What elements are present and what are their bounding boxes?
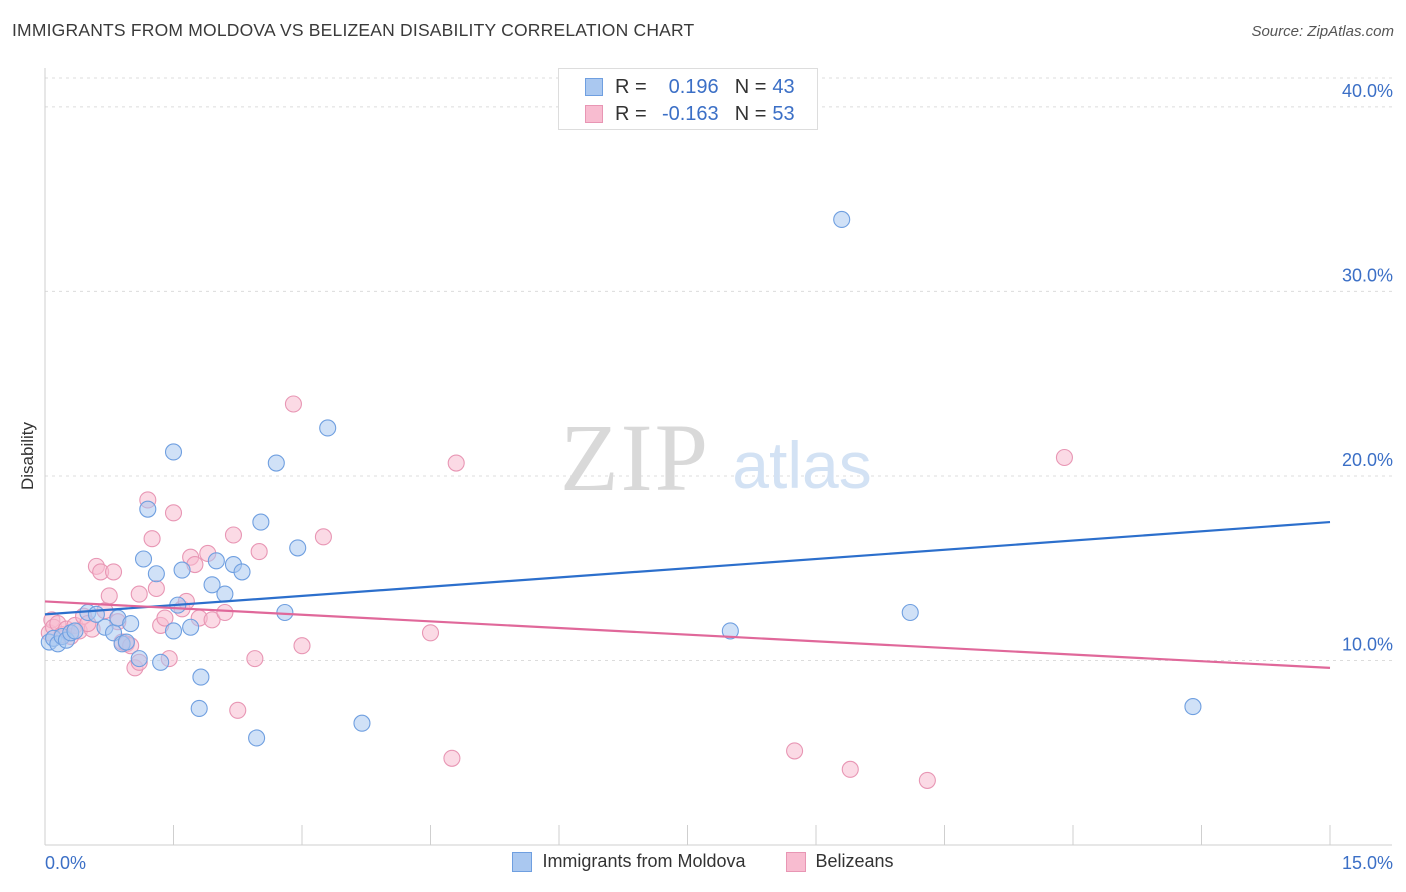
trendline-moldova: [44, 520, 1331, 616]
point-belizeans: [229, 701, 247, 719]
series-legend: Immigrants from Moldova Belizeans: [0, 851, 1406, 872]
point-belizeans: [246, 650, 264, 668]
point-moldova: [289, 539, 307, 557]
point-belizeans: [156, 609, 174, 627]
x-tick-label: 15.0%: [1342, 853, 1393, 873]
point-belizeans: [918, 771, 936, 789]
point-moldova: [1184, 698, 1202, 716]
point-moldova: [164, 622, 183, 640]
point-belizeans: [147, 579, 165, 598]
point-moldova: [147, 565, 165, 583]
point-moldova: [122, 615, 140, 633]
point-moldova: [134, 550, 153, 568]
point-moldova: [833, 210, 851, 229]
y-tick-label: 20.0%: [1342, 450, 1393, 470]
point-moldova: [216, 585, 234, 603]
point-moldova: [164, 443, 183, 461]
legend-r-value-moldova: 0.196: [668, 75, 719, 98]
point-belizeans: [786, 742, 804, 760]
axis-layer: [44, 68, 1392, 846]
point-moldova: [130, 650, 148, 668]
point-moldova: [233, 563, 251, 581]
legend-swatch-belizeans: [785, 851, 806, 872]
trend-layer: [44, 520, 1331, 669]
point-moldova: [66, 622, 84, 640]
point-moldova: [353, 714, 371, 732]
point-belizeans: [143, 530, 161, 548]
point-moldova: [252, 513, 270, 531]
point-belizeans: [224, 526, 243, 544]
point-moldova: [182, 618, 200, 636]
point-belizeans: [443, 749, 461, 767]
point-belizeans: [284, 395, 302, 413]
legend-swatch-moldova: [585, 78, 603, 96]
point-moldova: [192, 668, 210, 686]
point-belizeans: [104, 563, 123, 581]
legend-n-label: N =: [734, 75, 767, 98]
point-moldova: [152, 653, 170, 671]
point-belizeans: [421, 624, 440, 642]
x-tick-label: 0.0%: [45, 853, 86, 873]
legend-item-belizeans[interactable]: Belizeans: [785, 851, 894, 872]
y-tick-label: 30.0%: [1342, 265, 1393, 285]
legend-item-moldova[interactable]: Immigrants from Moldova: [512, 851, 746, 872]
point-moldova: [173, 561, 191, 579]
legend-n-value-belizeans: 53: [772, 102, 795, 125]
correlation-legend: R = 0.196 N = 43 R = -0.163 N = 53: [558, 68, 818, 130]
y-tick-label: 40.0%: [1342, 81, 1393, 101]
point-belizeans: [250, 543, 268, 561]
point-moldova: [319, 419, 337, 437]
point-belizeans: [1055, 448, 1073, 467]
point-moldova: [901, 603, 919, 622]
y-axis-label: Disability: [18, 421, 37, 491]
legend-label-moldova: Immigrants from Moldova: [542, 851, 746, 871]
watermark-zip: ZIP: [560, 404, 710, 511]
point-moldova: [117, 633, 135, 651]
legend-row-belizeans: R = -0.163 N = 53: [585, 102, 795, 126]
legend-swatch-belizeans: [585, 105, 603, 123]
point-moldova: [190, 699, 208, 718]
point-moldova: [267, 454, 285, 472]
point-moldova: [248, 729, 266, 747]
legend-n-value-moldova: 43: [772, 75, 795, 98]
source-label: Source: ZipAtlas.com: [1251, 23, 1394, 40]
legend-swatch-moldova: [512, 851, 533, 872]
point-moldova: [139, 500, 157, 518]
point-belizeans: [100, 587, 118, 605]
point-belizeans: [447, 454, 465, 472]
point-belizeans: [314, 528, 332, 546]
trendline-belizeans: [44, 600, 1331, 669]
legend-row-moldova: R = 0.196 N = 43: [585, 75, 795, 99]
legend-r-label: R =: [615, 75, 647, 98]
watermark-atlas: atlas: [732, 428, 871, 502]
point-moldova: [721, 622, 739, 640]
point-belizeans: [203, 611, 221, 629]
point-moldova: [203, 576, 221, 594]
legend-n-label: N =: [734, 102, 767, 125]
chart-title: IMMIGRANTS FROM MOLDOVA VS BELIZEAN DISA…: [12, 20, 695, 40]
tick-labels: 10.0% 20.0% 30.0% 40.0% 0.0% 15.0%: [45, 81, 1393, 873]
legend-r-label: R =: [615, 102, 647, 125]
legend-label-belizeans: Belizeans: [815, 851, 894, 871]
watermark: ZIP atlas: [560, 404, 872, 511]
point-belizeans: [130, 585, 148, 603]
y-tick-label: 10.0%: [1342, 634, 1393, 654]
point-belizeans: [216, 603, 234, 622]
point-belizeans: [164, 504, 183, 522]
point-belizeans: [841, 760, 859, 778]
point-moldova: [207, 552, 225, 570]
legend-r-value-belizeans: -0.163: [661, 102, 719, 125]
point-belizeans: [293, 637, 311, 655]
